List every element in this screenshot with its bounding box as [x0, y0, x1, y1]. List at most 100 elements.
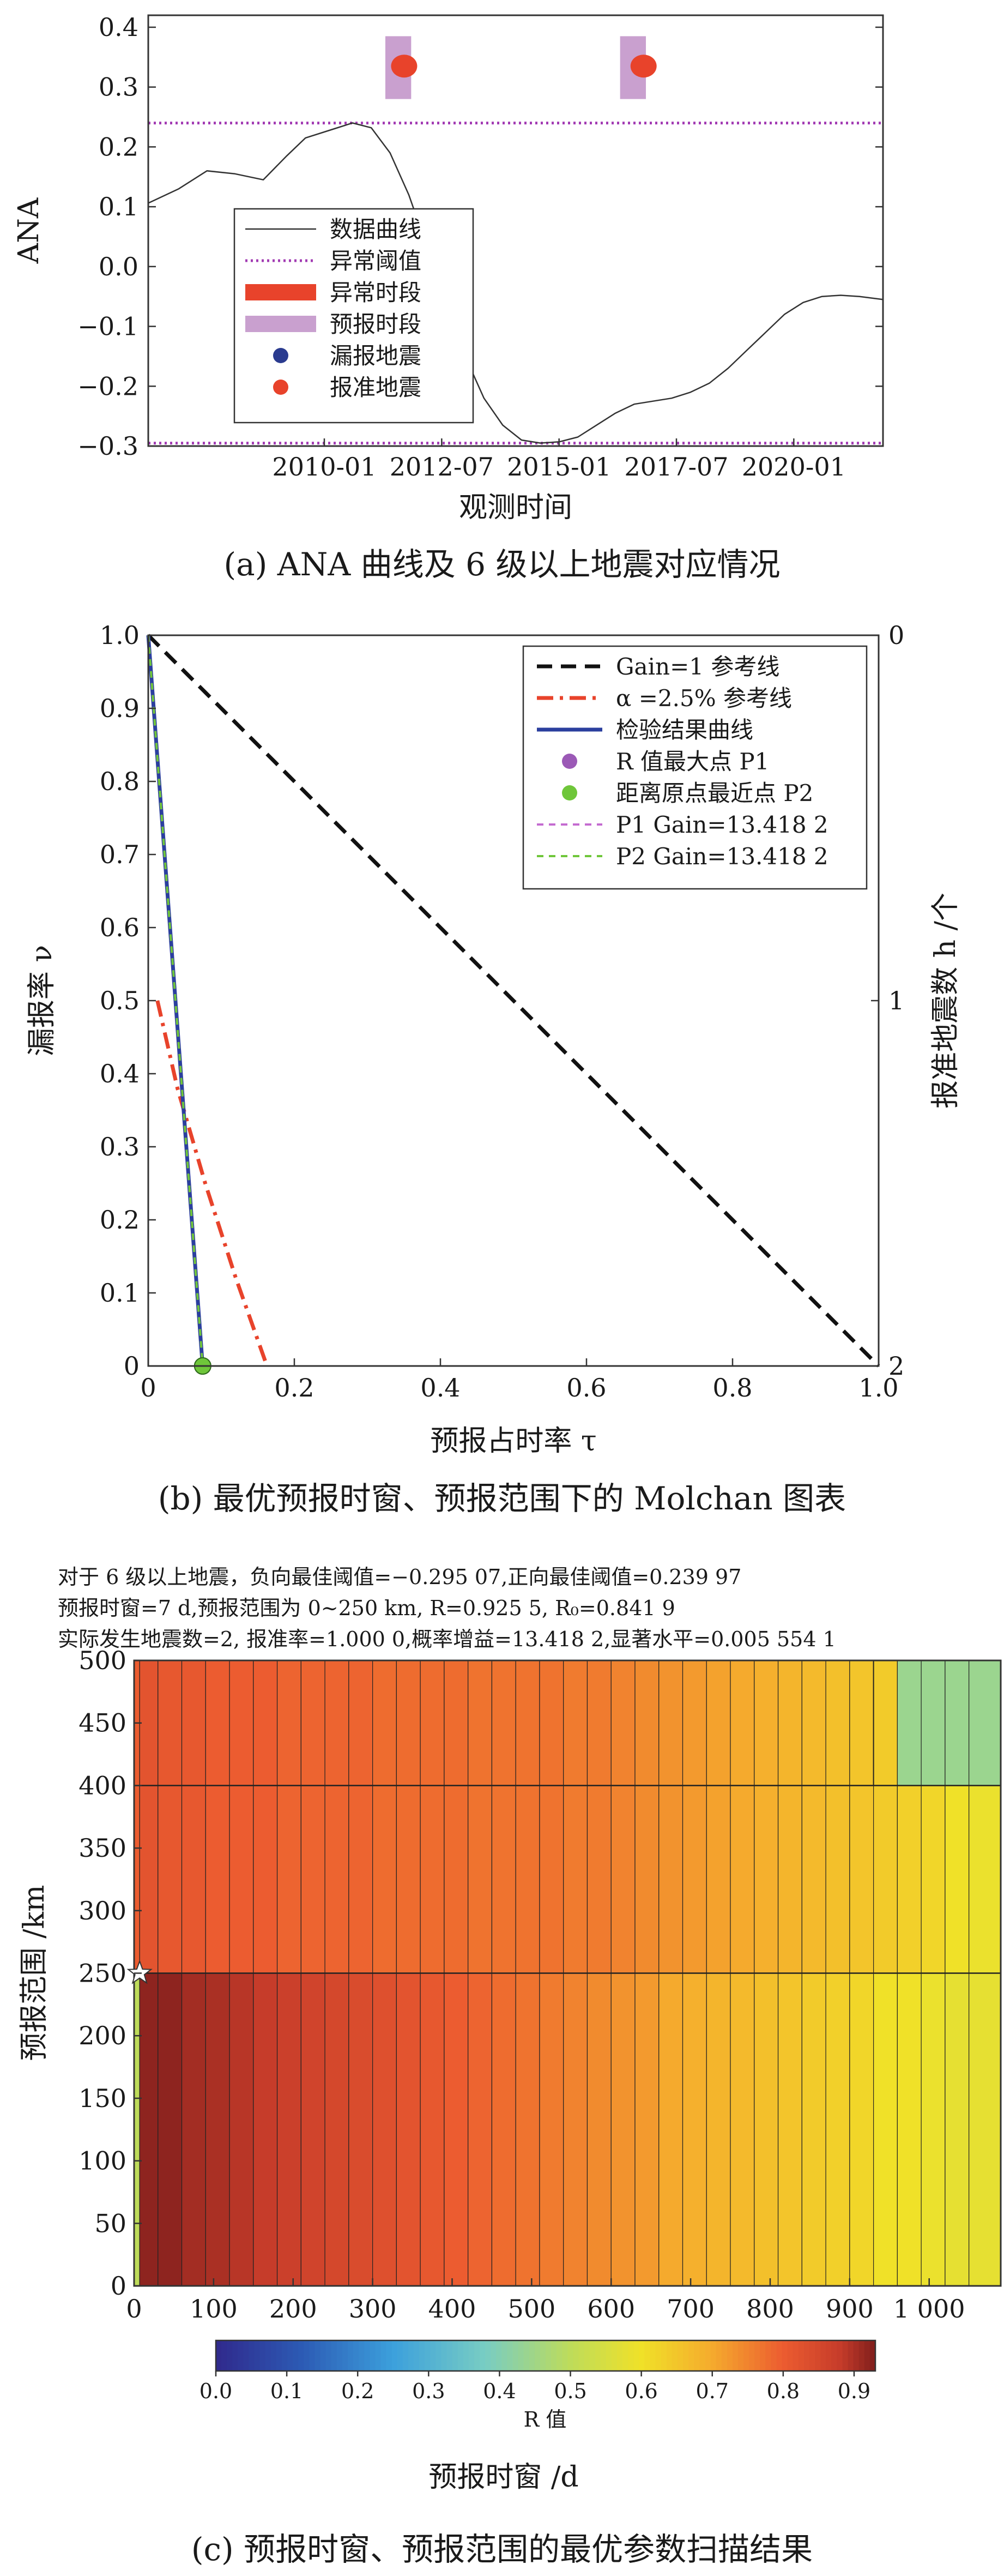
panel-a-caption: (a) ANA 曲线及 6 级以上地震对应情况: [223, 546, 780, 583]
colorbar-tick-label: 0.0: [199, 2379, 232, 2403]
colorbar-segment: [683, 2340, 689, 2371]
colorbar-segment: [678, 2340, 684, 2371]
heatmap-cell: [563, 1660, 588, 1786]
colorbar-segment: [298, 2340, 304, 2371]
colorbar-segment: [276, 2340, 282, 2371]
y-tick-label: −0.2: [77, 371, 138, 401]
heatmap-cell: [348, 1660, 373, 1786]
reported-earthquake-markers: [391, 55, 657, 78]
colorbar-segment: [397, 2340, 403, 2371]
y-tick-label: 350: [78, 1833, 126, 1863]
legend-label: α =2.5% 参考线: [616, 685, 792, 712]
x-tick-label: 2017-07: [624, 452, 728, 482]
colorbar-segment: [666, 2340, 673, 2371]
legend-swatch-bar: [245, 316, 316, 332]
colorbar-segment: [348, 2340, 354, 2371]
colorbar-segment: [754, 2340, 760, 2371]
colorbar-segment: [622, 2340, 628, 2371]
heatmap-cell: [396, 1660, 421, 1786]
heatmap-cell: [849, 1785, 874, 1974]
colorbar-segment: [480, 2340, 486, 2371]
y-axis-label: ANA: [13, 197, 45, 264]
heatmap-cell: [586, 1785, 612, 1974]
colorbar-segment: [584, 2340, 590, 2371]
colorbar-segment: [501, 2340, 508, 2371]
colorbar-segment: [567, 2340, 574, 2371]
y-tick-label: −0.1: [77, 312, 138, 341]
heatmap-cell: [515, 1785, 540, 1974]
colorbar-segment: [633, 2340, 640, 2371]
heatmap-cell: [777, 1972, 802, 2286]
legend-label: 距离原点最近点 P2: [616, 780, 813, 806]
heatmap-cell: [491, 1785, 516, 1974]
colorbar-segment: [869, 2340, 876, 2371]
colorbar-segment: [815, 2340, 821, 2371]
colorbar-segment: [364, 2340, 370, 2371]
colorbar-segment: [787, 2340, 794, 2371]
heatmap-cell: [181, 1785, 206, 1974]
heatmap-cell: [139, 1785, 159, 1974]
colorbar-segment: [562, 2340, 568, 2371]
heatmap-cell: [777, 1785, 802, 1974]
colorbar-segment: [227, 2340, 233, 2371]
heatmap-cell: [158, 1972, 183, 2286]
y-tick-label: −0.3: [77, 431, 138, 461]
colorbar-segment: [446, 2340, 453, 2371]
colorbar-segment: [507, 2340, 513, 2371]
heatmap-cell: [849, 1972, 874, 2286]
colorbar-segment: [474, 2340, 480, 2371]
x-axis-ticks: 0 100 200 300 400 500 600 700 800 900 1 000: [126, 2278, 965, 2324]
colorbar-segment: [463, 2340, 469, 2371]
y-tick-label: 100: [78, 2146, 126, 2176]
colorbar-segment: [842, 2340, 849, 2371]
colorbar-segment: [342, 2340, 348, 2371]
colorbar-segment: [765, 2340, 772, 2371]
y2-tick-label: 2: [888, 1351, 904, 1381]
colorbar-segment: [386, 2340, 392, 2371]
x-tick-label: 400: [428, 2294, 476, 2324]
colorbar-segment: [496, 2340, 502, 2371]
colorbar-segment: [232, 2340, 238, 2371]
legend-swatch-bar: [245, 284, 316, 300]
y-axis-label: 预报范围 /km: [18, 1885, 51, 2061]
colorbar-segment: [831, 2340, 838, 2371]
y-axis-label: 漏报率 ν: [26, 945, 58, 1056]
heatmap-cell: [634, 1972, 660, 2286]
colorbar-segment: [606, 2340, 612, 2371]
y-tick-label: 0.7: [100, 840, 140, 869]
heatmap-cell: [229, 1660, 254, 1786]
y-tick-label: 0.2: [99, 132, 138, 161]
y2-tick-label: 0: [888, 621, 904, 650]
heatmap-cell: [682, 1785, 707, 1974]
heatmap-cell: [253, 1972, 278, 2286]
colorbar-segment: [853, 2340, 860, 2371]
colorbar-segment: [523, 2340, 530, 2371]
colorbar-segment: [578, 2340, 585, 2371]
y-tick-label: 0.2: [100, 1205, 140, 1235]
legend-box: [522, 645, 868, 890]
legend-label: 检验结果曲线: [616, 717, 753, 743]
heatmap-cell: [706, 1785, 731, 1974]
heatmap-cell: [324, 1785, 349, 1974]
y-tick-label: 0.1: [99, 192, 138, 221]
y-axis-ticks: 0 0.1 0.2 0.3 0.4 0.5 0.6 0.7 0.8 0.9 1.0: [100, 621, 156, 1381]
heatmap-cell: [396, 1785, 421, 1974]
heatmap-cell: [420, 1660, 445, 1786]
colorbar-segment: [259, 2340, 266, 2371]
legend-label: P1 Gain=13.418 2: [616, 811, 828, 838]
heatmap-cell: [801, 1785, 826, 1974]
x-axis-label: 预报占时率 τ: [430, 1425, 596, 1458]
y-tick-label: 450: [78, 1708, 126, 1738]
heatmap-cell: [539, 1785, 564, 1974]
colorbar-segment: [221, 2340, 227, 2371]
colorbar-segment: [491, 2340, 497, 2371]
heatmap-cell: [610, 1972, 636, 2286]
x-tick-label: 2010-01: [272, 452, 376, 482]
heatmap-cell: [945, 1972, 970, 2286]
y2-tick-label: 1: [888, 986, 904, 1015]
colorbar-segment: [672, 2340, 678, 2371]
optimum-star-marker: [126, 1959, 153, 1984]
heatmap-cell: [468, 1785, 493, 1974]
heatmap-cell: [372, 1660, 397, 1786]
colorbar-segment: [688, 2340, 694, 2371]
